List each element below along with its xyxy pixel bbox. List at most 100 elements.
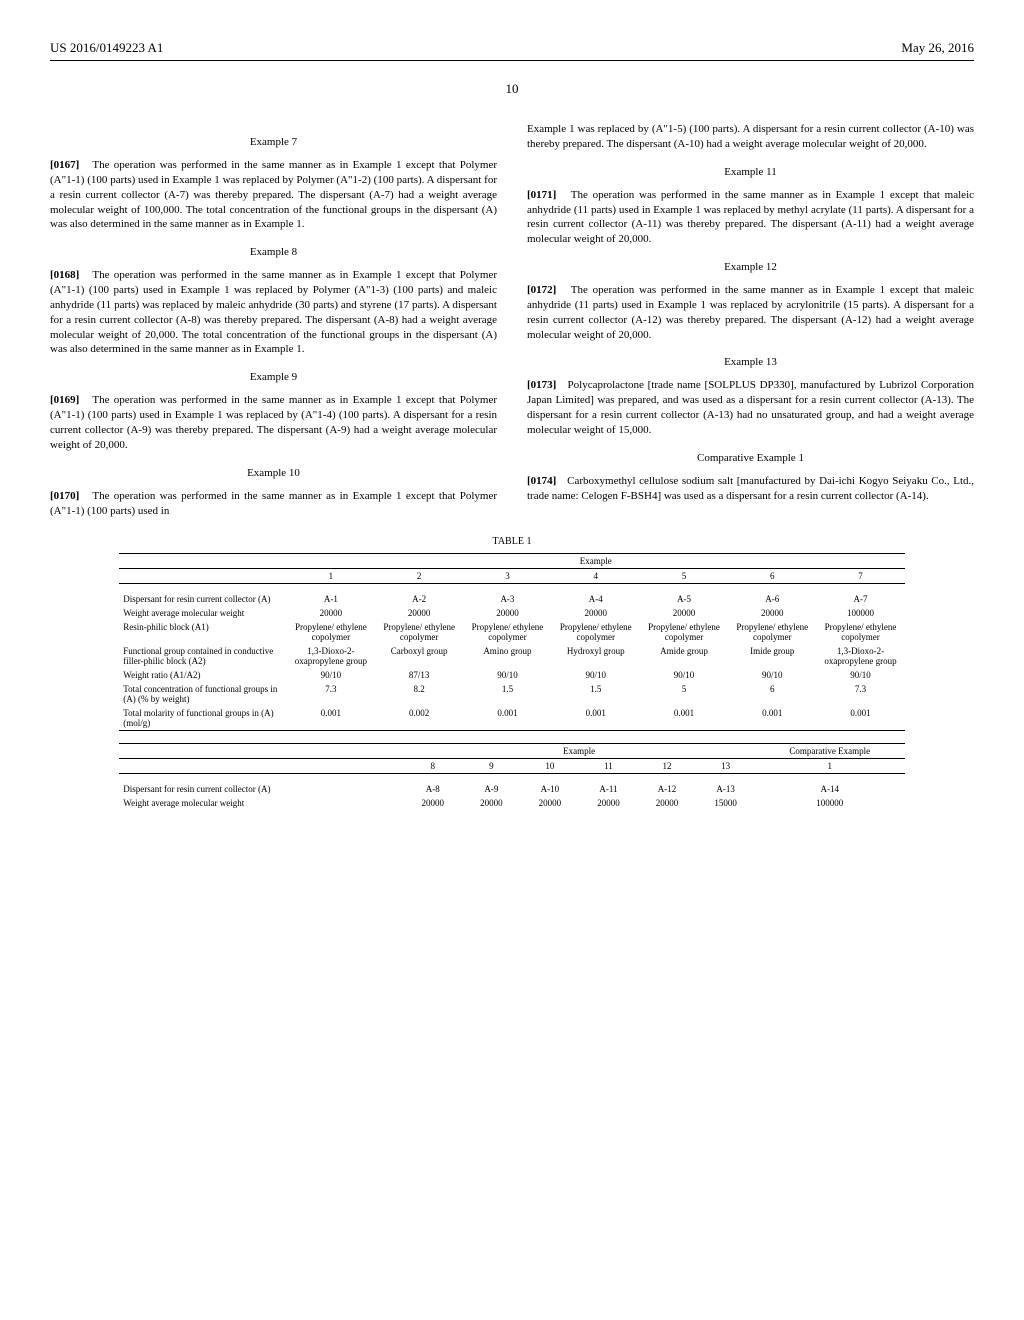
paragraph: [0172] The operation was performed in th…: [527, 283, 974, 342]
left-column: Example 7 [0167] The operation was perfo…: [50, 122, 497, 522]
paragraph-number: [0168]: [50, 269, 79, 281]
col-num: 2: [375, 569, 463, 584]
cell: 20000: [463, 606, 551, 620]
table-row: Dispersant for resin current collector (…: [119, 592, 904, 606]
col-num: 12: [638, 759, 697, 774]
row-label: Dispersant for resin current collector (…: [119, 592, 286, 606]
table-row: Resin-philic block (A1) Propylene/ ethyl…: [119, 620, 904, 644]
paragraph-text: The operation was performed in the same …: [50, 269, 497, 355]
example-heading: Example 8: [50, 246, 497, 258]
paragraph-text: The operation was performed in the same …: [527, 189, 974, 246]
col-num: 1: [755, 759, 905, 774]
paragraph: [0171] The operation was performed in th…: [527, 188, 974, 247]
example-heading: Example 9: [50, 371, 497, 383]
comparative-heading: Comparative Example 1: [527, 452, 974, 464]
paragraph-number: [0169]: [50, 394, 79, 406]
col-num: 6: [728, 569, 816, 584]
col-num: 5: [640, 569, 728, 584]
table-group-header: Example: [119, 554, 904, 569]
header-rule: [50, 60, 974, 61]
cell: Propylene/ ethylene copolymer: [463, 620, 551, 644]
cell: Propylene/ ethylene copolymer: [375, 620, 463, 644]
cell: 1.5: [463, 682, 551, 706]
cell: 7.3: [816, 682, 904, 706]
cell: 6: [728, 682, 816, 706]
group-label-comparative: Comparative Example: [755, 744, 905, 759]
paragraph-number: [0171]: [527, 189, 556, 201]
cell: 20000: [287, 606, 375, 620]
table-row: Weight average molecular weight 20000 20…: [119, 796, 904, 810]
table-row: Dispersant for resin current collector (…: [119, 782, 904, 796]
cell: Imide group: [728, 644, 816, 668]
cell: Amide group: [640, 644, 728, 668]
cell: 7.3: [287, 682, 375, 706]
table-1-top: Example 1 2 3 4 5 6 7 Dispersant for res…: [119, 553, 904, 731]
cell: 20000: [728, 606, 816, 620]
example-heading: Example 10: [50, 467, 497, 479]
row-label: Weight average molecular weight: [119, 796, 403, 810]
cell: 90/10: [728, 668, 816, 682]
cell: 90/10: [816, 668, 904, 682]
paragraph-number: [0174]: [527, 475, 556, 487]
cell: 87/13: [375, 668, 463, 682]
group-label-example: Example: [287, 554, 905, 569]
table-1-bottom: Example Comparative Example 8 9 10 11 12…: [119, 743, 904, 810]
cell: Propylene/ ethylene copolymer: [287, 620, 375, 644]
cell: 20000: [521, 796, 580, 810]
cell: A-14: [755, 782, 905, 796]
cell: 5: [640, 682, 728, 706]
example-heading: Example 11: [527, 166, 974, 178]
cell: Hydroxyl group: [552, 644, 640, 668]
paragraph: [0169] The operation was performed in th…: [50, 393, 497, 452]
cell: 20000: [403, 796, 462, 810]
cell: 20000: [640, 606, 728, 620]
example-heading: Example 13: [527, 356, 974, 368]
cell: 20000: [638, 796, 697, 810]
cell: 100000: [816, 606, 904, 620]
row-label: Total concentration of functional groups…: [119, 682, 286, 706]
cell: 1,3-Dioxo-2-oxapropylene group: [287, 644, 375, 668]
example-heading: Example 7: [50, 136, 497, 148]
cell: 15000: [696, 796, 755, 810]
table-group-header: Example Comparative Example: [119, 744, 904, 759]
table-row: Total molarity of functional groups in (…: [119, 706, 904, 731]
cell: 0.001: [463, 706, 551, 731]
paragraph: [0173] Polycaprolactone [trade name [SOL…: [527, 378, 974, 437]
cell: 0.002: [375, 706, 463, 731]
paragraph-text: Example 1 was replaced by (A"1-5) (100 p…: [527, 123, 974, 150]
table-row: Weight ratio (A1/A2) 90/10 87/13 90/10 9…: [119, 668, 904, 682]
cell: 20000: [579, 796, 638, 810]
row-label: Weight average molecular weight: [119, 606, 286, 620]
cell: A-3: [463, 592, 551, 606]
col-num: 13: [696, 759, 755, 774]
row-label: Weight ratio (A1/A2): [119, 668, 286, 682]
paragraph-number: [0173]: [527, 379, 556, 391]
cell: A-7: [816, 592, 904, 606]
cell: 90/10: [463, 668, 551, 682]
cell: 0.001: [816, 706, 904, 731]
col-num: 3: [463, 569, 551, 584]
col-num: 4: [552, 569, 640, 584]
table-row: Functional group contained in conductive…: [119, 644, 904, 668]
col-num: 8: [403, 759, 462, 774]
cell: 90/10: [552, 668, 640, 682]
paragraph-text: Carboxymethyl cellulose sodium salt [man…: [527, 475, 974, 502]
cell: 1.5: [552, 682, 640, 706]
cell: A-8: [403, 782, 462, 796]
col-num: 11: [579, 759, 638, 774]
paragraph-text: Polycaprolactone [trade name [SOLPLUS DP…: [527, 379, 974, 436]
page-header: US 2016/0149223 A1 May 26, 2016: [50, 40, 974, 56]
cell: A-4: [552, 592, 640, 606]
two-column-body: Example 7 [0167] The operation was perfo…: [50, 122, 974, 522]
cell: Propylene/ ethylene copolymer: [552, 620, 640, 644]
paragraph-text: The operation was performed in the same …: [527, 284, 974, 341]
cell: A-2: [375, 592, 463, 606]
cell: Propylene/ ethylene copolymer: [640, 620, 728, 644]
cell: 0.001: [287, 706, 375, 731]
cell: A-1: [287, 592, 375, 606]
cell: A-5: [640, 592, 728, 606]
cell: 20000: [375, 606, 463, 620]
cell: 90/10: [287, 668, 375, 682]
cell: A-11: [579, 782, 638, 796]
cell: 20000: [462, 796, 521, 810]
